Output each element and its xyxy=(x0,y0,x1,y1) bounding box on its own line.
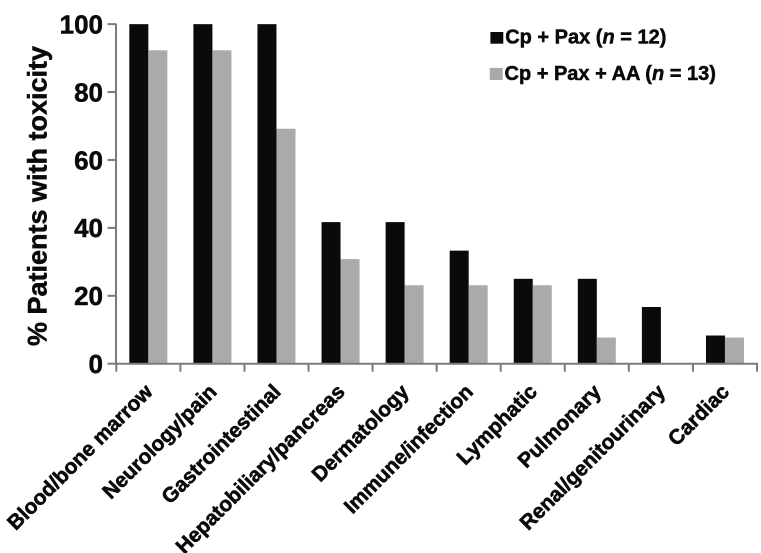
svg-text:100: 100 xyxy=(60,9,103,39)
svg-text:0: 0 xyxy=(89,349,103,379)
svg-text:Cp + Pax + AA (n = 13): Cp + Pax + AA (n = 13) xyxy=(505,63,716,85)
svg-text:Cp + Pax (n = 12): Cp + Pax (n = 12) xyxy=(505,27,666,49)
svg-text:80: 80 xyxy=(74,77,103,107)
svg-text:40: 40 xyxy=(74,213,103,243)
svg-text:20: 20 xyxy=(74,281,103,311)
svg-text:% Patients with toxicity: % Patients with toxicity xyxy=(23,46,53,346)
svg-text:60: 60 xyxy=(74,145,103,175)
